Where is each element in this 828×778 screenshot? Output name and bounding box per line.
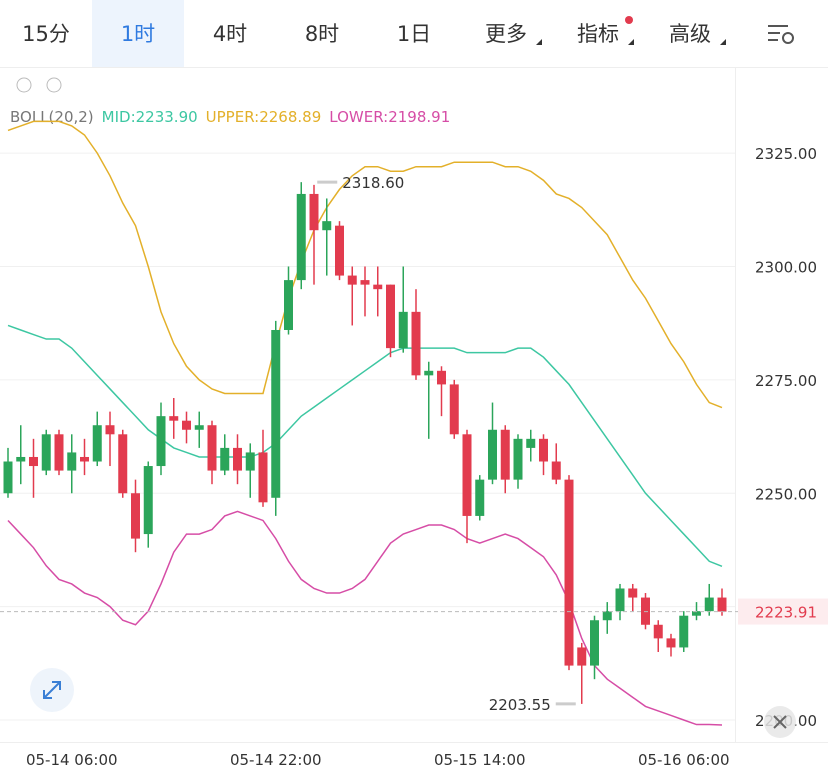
last-price-box — [738, 598, 828, 625]
indicator-label: LOWER:2198.91 — [329, 108, 450, 126]
boll-line — [7, 120, 723, 409]
candle-body — [628, 588, 638, 598]
candle-body — [360, 280, 370, 285]
y-tick-label: 2300.00 — [755, 258, 817, 276]
x-tick-label: 05-14 22:00 — [230, 751, 322, 769]
candle-body — [449, 384, 459, 435]
candle-body — [692, 611, 701, 616]
tab-selected-bg — [92, 0, 184, 67]
candle-body — [526, 438, 536, 448]
x-tick-label: 05-15 14:00 — [434, 751, 526, 769]
min-label: 2203.55 — [489, 696, 551, 714]
candle-body — [590, 620, 599, 666]
tab[interactable]: 更多 — [485, 22, 527, 46]
tab[interactable]: 4时 — [213, 22, 247, 46]
candle-body — [131, 493, 140, 539]
candle-body — [373, 284, 383, 290]
last-price-label: 2223.91 — [755, 604, 817, 622]
candle-body — [29, 456, 38, 467]
candle-body — [577, 647, 587, 666]
candle-body — [424, 370, 434, 376]
candle-body — [54, 434, 64, 471]
y-tick-label: 2325.00 — [755, 145, 817, 163]
tab[interactable]: 1时 — [121, 22, 155, 46]
candle-body — [666, 638, 676, 648]
indicator-settings-icon[interactable] — [46, 77, 62, 93]
candle-body — [245, 452, 255, 471]
candle-body — [182, 420, 191, 430]
candle-body — [80, 456, 89, 462]
settings-icon[interactable] — [768, 25, 794, 44]
collapse-icon[interactable] — [16, 77, 32, 93]
y-tick-label: 2275.00 — [755, 372, 817, 390]
candle-body — [462, 434, 472, 516]
expand-icon — [43, 681, 61, 699]
candle-body — [347, 275, 357, 285]
candle-body — [92, 425, 102, 462]
candle-body — [437, 370, 446, 385]
candle-body — [16, 456, 26, 462]
candle-body — [309, 193, 319, 231]
candle-body — [539, 438, 548, 462]
candle-body — [169, 416, 179, 421]
candle-body — [296, 193, 306, 281]
candle-body — [398, 311, 408, 349]
candle-body — [386, 284, 395, 349]
tab[interactable]: 1日 — [397, 22, 431, 46]
close-icon — [773, 715, 787, 729]
candle-body — [513, 438, 523, 480]
x-tick-label: 05-14 06:00 — [26, 751, 118, 769]
tab[interactable]: 15分 — [22, 22, 70, 46]
tab[interactable]: 高级 — [669, 22, 711, 46]
dropdown-arrow — [628, 39, 634, 45]
candle-body — [475, 479, 485, 516]
candle-body — [220, 447, 230, 471]
candle-body — [322, 221, 332, 231]
boll-line — [7, 324, 723, 567]
candle-body — [717, 597, 727, 612]
candle-body — [551, 461, 561, 480]
candle-body — [500, 429, 510, 480]
tab[interactable]: 8时 — [305, 22, 339, 46]
candle-body — [411, 311, 421, 376]
indicator-label: MID:2233.90 — [102, 108, 198, 126]
candle-body — [653, 624, 663, 639]
candle-body — [156, 416, 166, 467]
candle-body — [488, 429, 497, 480]
candle-body — [602, 611, 612, 621]
candle-body — [3, 461, 13, 494]
candle-body — [679, 615, 689, 648]
candle-body — [233, 447, 242, 471]
candle-body — [118, 434, 128, 494]
max-label: 2318.60 — [342, 174, 404, 192]
candle-body — [41, 434, 51, 471]
candle-body — [615, 588, 625, 612]
candle-body — [258, 452, 268, 503]
dropdown-arrow — [536, 39, 542, 45]
candle-body — [284, 280, 293, 330]
candle-body — [143, 466, 153, 535]
indicator-label: UPPER:2268.89 — [206, 108, 322, 126]
candle-body — [564, 479, 574, 666]
candle-body — [105, 425, 115, 435]
x-tick-label: 05-16 06:00 — [638, 751, 730, 769]
candle-body — [271, 329, 281, 498]
badge-dot — [625, 16, 633, 24]
indicator-label: BOLL(20,2) — [10, 108, 94, 126]
y-tick-label: 2250.00 — [755, 485, 817, 503]
candle-body — [335, 225, 344, 276]
candle-body — [704, 597, 714, 612]
tab[interactable]: 指标 — [577, 22, 619, 46]
candle-body — [67, 452, 77, 471]
dropdown-arrow — [720, 39, 726, 45]
boll-line — [7, 510, 723, 726]
candle-body — [194, 425, 204, 430]
candle-body — [207, 425, 217, 471]
